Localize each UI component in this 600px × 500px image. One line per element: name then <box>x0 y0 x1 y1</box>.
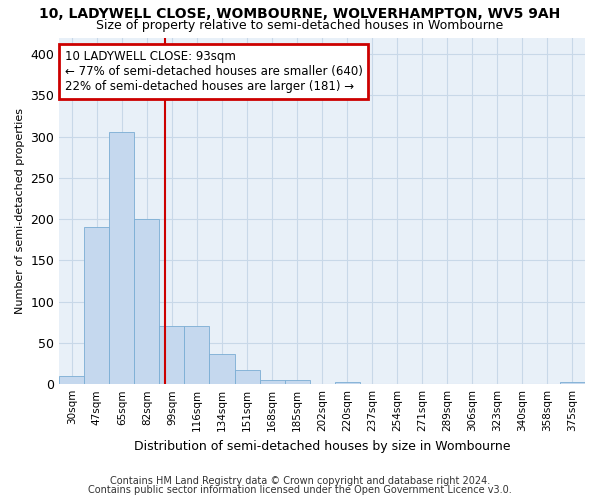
Bar <box>560 382 585 384</box>
Bar <box>85 228 109 384</box>
Bar <box>335 382 359 384</box>
Bar <box>184 326 209 384</box>
Text: Contains HM Land Registry data © Crown copyright and database right 2024.: Contains HM Land Registry data © Crown c… <box>110 476 490 486</box>
Bar <box>209 354 235 384</box>
Bar <box>160 326 184 384</box>
X-axis label: Distribution of semi-detached houses by size in Wombourne: Distribution of semi-detached houses by … <box>134 440 511 452</box>
Bar <box>235 370 260 384</box>
Y-axis label: Number of semi-detached properties: Number of semi-detached properties <box>15 108 25 314</box>
Bar <box>109 132 134 384</box>
Text: 10, LADYWELL CLOSE, WOMBOURNE, WOLVERHAMPTON, WV5 9AH: 10, LADYWELL CLOSE, WOMBOURNE, WOLVERHAM… <box>40 8 560 22</box>
Text: Size of property relative to semi-detached houses in Wombourne: Size of property relative to semi-detach… <box>97 18 503 32</box>
Bar <box>59 376 85 384</box>
Text: 10 LADYWELL CLOSE: 93sqm
← 77% of semi-detached houses are smaller (640)
22% of : 10 LADYWELL CLOSE: 93sqm ← 77% of semi-d… <box>65 50 362 92</box>
Bar <box>134 219 160 384</box>
Bar <box>284 380 310 384</box>
Bar <box>260 380 284 384</box>
Text: Contains public sector information licensed under the Open Government Licence v3: Contains public sector information licen… <box>88 485 512 495</box>
